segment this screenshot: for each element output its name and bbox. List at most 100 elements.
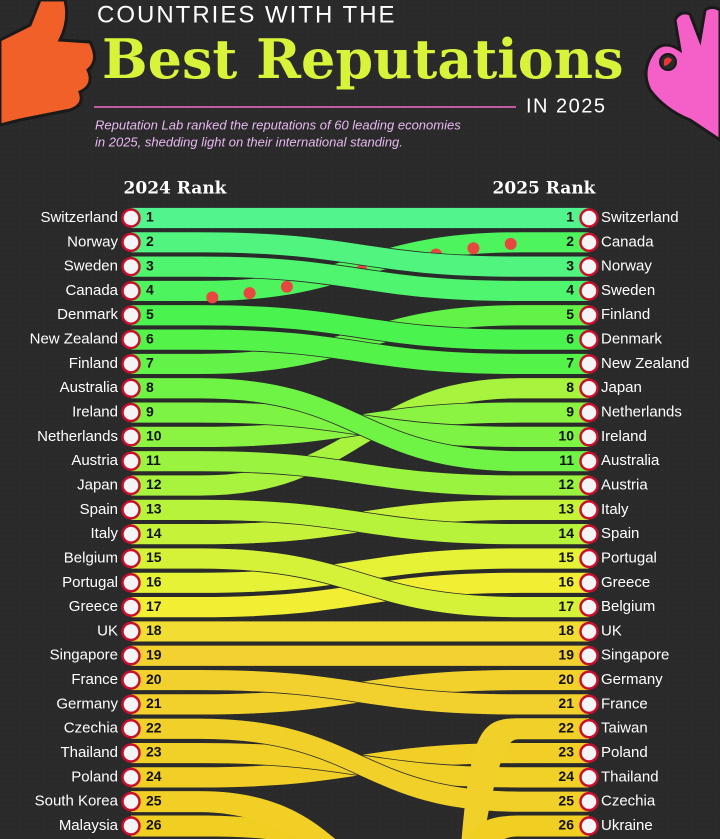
right-rank: 22 xyxy=(558,719,574,735)
right-country: Norway xyxy=(601,258,652,275)
left-rank: 17 xyxy=(146,598,162,614)
left-rank: 5 xyxy=(146,306,154,322)
right-rank: 4 xyxy=(566,282,574,298)
left-country: Norway xyxy=(67,233,118,250)
ribbon xyxy=(130,547,590,619)
left-rank: 14 xyxy=(146,525,162,541)
flag xyxy=(579,573,599,593)
flag xyxy=(121,475,141,496)
right-rank: 10 xyxy=(558,428,574,444)
flag xyxy=(579,597,599,617)
right-country: Taiwan xyxy=(601,720,648,737)
right-country: Ukraine xyxy=(601,817,653,834)
left-rank: 2 xyxy=(146,233,154,249)
left-rank: 13 xyxy=(146,501,162,517)
left-rank: 20 xyxy=(146,671,162,687)
flag xyxy=(121,791,141,812)
left-rank: 10 xyxy=(146,428,162,444)
left-rank: 12 xyxy=(146,476,162,492)
right-country: Belgium xyxy=(601,598,655,615)
ribbon xyxy=(130,231,590,278)
right-rank: 2 xyxy=(566,233,574,249)
ribbon xyxy=(130,377,590,497)
right-country: Denmark xyxy=(601,331,662,348)
flag xyxy=(121,597,141,617)
flag xyxy=(121,743,141,763)
right-country: Czechia xyxy=(601,793,656,810)
right-country: Canada xyxy=(601,233,654,250)
left-country: Austria xyxy=(71,452,118,469)
flag xyxy=(121,427,141,447)
highlight-dot xyxy=(467,242,480,255)
highlight-dot xyxy=(206,291,219,304)
flag xyxy=(579,451,599,471)
right-country: France xyxy=(601,695,648,712)
right-rank: 15 xyxy=(558,549,574,565)
flag xyxy=(121,646,141,666)
right-rank: 21 xyxy=(558,695,574,711)
flag xyxy=(579,281,599,301)
right-rank: 12 xyxy=(558,476,574,492)
flag xyxy=(121,548,141,569)
flag xyxy=(579,670,599,690)
left-rank: 7 xyxy=(146,355,154,371)
right-country: Germany xyxy=(601,671,663,688)
kicker: COUNTRIES WITH THE xyxy=(97,1,397,28)
left-country: Netherlands xyxy=(37,428,118,445)
ribbon xyxy=(130,669,590,716)
right-rank: 16 xyxy=(558,574,574,590)
right-rank: 20 xyxy=(558,671,574,687)
left-country: Greece xyxy=(69,598,118,615)
flag xyxy=(579,548,599,569)
left-country: France xyxy=(71,671,118,688)
left-country: New Zealand xyxy=(30,331,118,348)
left-rank: 9 xyxy=(146,403,154,419)
flag xyxy=(579,743,599,763)
left-country: Finland xyxy=(69,355,118,372)
left-country: Spain xyxy=(80,501,118,518)
left-country: Japan xyxy=(77,476,118,493)
left-rank: 16 xyxy=(146,574,162,590)
labels: Switzerland 1 Norway 2 Sweden 3 Canada 4 Denmark… xyxy=(30,208,689,836)
left-country: Denmark xyxy=(57,306,118,323)
left-rank: 25 xyxy=(146,792,162,808)
right-country: Austria xyxy=(601,476,648,493)
flag xyxy=(121,329,141,350)
left-rank: 3 xyxy=(146,257,154,273)
flag xyxy=(579,767,599,788)
flag xyxy=(579,718,599,739)
subtitle: in 2025, shedding light on their interna… xyxy=(95,134,403,149)
left-rank: 15 xyxy=(146,549,162,565)
flag xyxy=(121,500,141,520)
flag xyxy=(579,500,599,520)
left-country: Poland xyxy=(71,768,118,785)
ribbon-entry xyxy=(467,815,589,839)
right-country: Portugal xyxy=(601,549,657,566)
left-country: Italy xyxy=(90,525,118,542)
right-rank: 17 xyxy=(558,598,574,614)
flag xyxy=(121,718,141,739)
left-rank: 6 xyxy=(146,330,154,346)
left-rank: 24 xyxy=(146,768,162,784)
right-rank: 19 xyxy=(558,646,574,662)
flag xyxy=(579,694,599,715)
flag xyxy=(579,816,599,836)
flag xyxy=(121,402,141,423)
right-country: Switzerland xyxy=(601,209,679,226)
left-country: Sweden xyxy=(64,258,118,275)
right-country: UK xyxy=(601,622,622,639)
right-rank: 11 xyxy=(559,452,574,468)
flag xyxy=(579,305,599,326)
right-rank: 14 xyxy=(558,525,574,541)
subtitle: Reputation Lab ranked the reputations of… xyxy=(95,117,461,132)
left-country: Switzerland xyxy=(40,209,118,226)
right-country: Finland xyxy=(601,306,650,323)
left-rank: 23 xyxy=(146,744,162,760)
flag xyxy=(121,573,141,593)
flag xyxy=(121,208,141,228)
right-rank: 5 xyxy=(566,306,574,322)
ribbon xyxy=(130,644,590,667)
ribbon xyxy=(130,498,590,546)
flag xyxy=(579,475,599,496)
